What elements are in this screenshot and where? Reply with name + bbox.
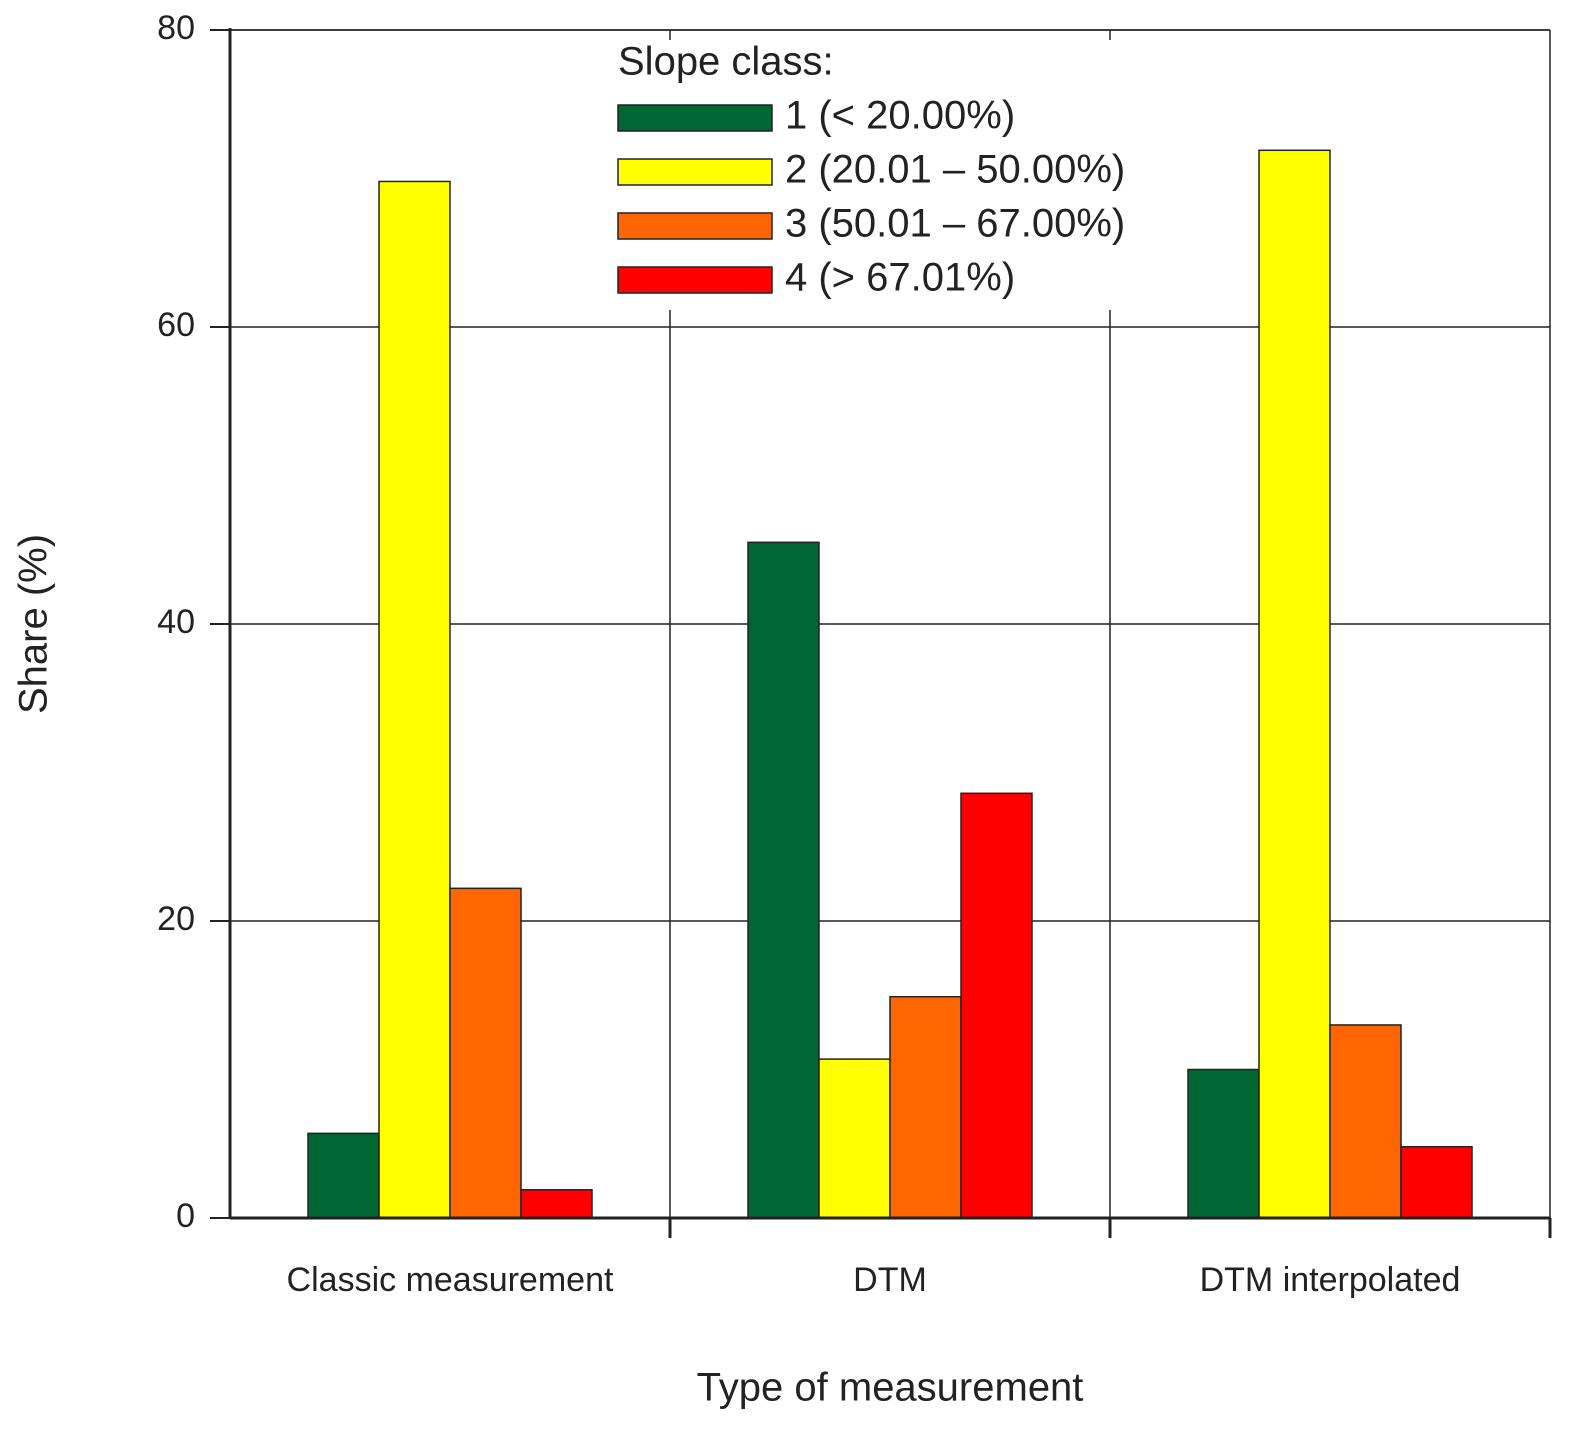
- bar: [747, 541, 820, 1219]
- legend-label: 4 (> 67.01%): [785, 256, 1015, 300]
- legend-label: 3 (50.01 – 67.00%): [785, 202, 1125, 246]
- bar: [1258, 149, 1331, 1219]
- bar: [307, 1132, 380, 1219]
- y-tick-label: 60: [157, 306, 195, 344]
- bar: [960, 792, 1033, 1219]
- bar: [449, 887, 522, 1219]
- bar: [378, 180, 451, 1219]
- x-tick-label: DTM interpolated: [1200, 1261, 1461, 1299]
- legend-label: 2 (20.01 – 50.00%): [785, 148, 1125, 192]
- y-tick-label: 80: [157, 9, 195, 47]
- x-tick-label: Classic measurement: [287, 1261, 614, 1299]
- bar: [1400, 1145, 1473, 1219]
- x-axis-title: Type of measurement: [697, 1366, 1084, 1410]
- y-tick-label: 0: [176, 1197, 195, 1235]
- y-axis-title: Share (%): [12, 534, 56, 714]
- legend-swatch: [617, 158, 773, 186]
- legend-swatch: [617, 212, 773, 240]
- y-tick-label: 40: [157, 603, 195, 641]
- bar: [1329, 1024, 1402, 1219]
- legend-label: 1 (< 20.00%): [785, 94, 1015, 138]
- legend-swatch: [617, 104, 773, 132]
- legend-title: Slope class:: [618, 40, 834, 84]
- bar: [818, 1058, 891, 1219]
- bar: [520, 1189, 593, 1219]
- bar: [889, 995, 962, 1219]
- y-tick-label: 20: [157, 900, 195, 938]
- legend-swatch: [617, 266, 773, 294]
- bar: [1187, 1068, 1260, 1219]
- x-tick-label: DTM: [853, 1261, 927, 1299]
